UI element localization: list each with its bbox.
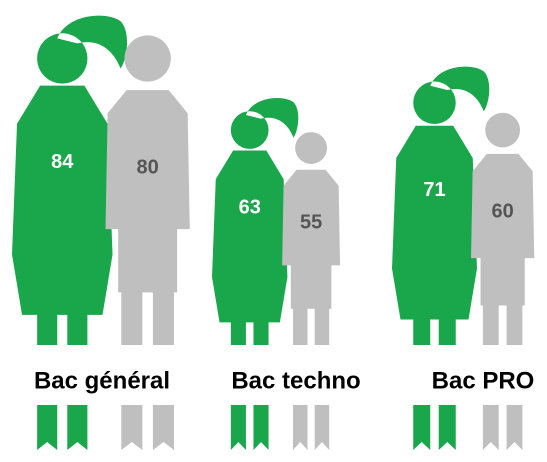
foot-decoration [253,405,268,450]
foot-decoration [483,405,499,450]
foot-decoration [315,405,329,450]
chart: Bac général 84 80 Bac techno 63 55 Bac PRO 71 60 [0,0,547,457]
foot-decoration [293,405,307,450]
category-label: Bac PRO [432,367,535,394]
boy-figure [282,132,340,345]
foot-decoration [507,405,523,450]
foot-decoration [37,405,57,450]
boy-figure [471,113,534,345]
foot-decoration [121,405,142,450]
foot-decoration [67,405,87,450]
page: Bac général 84 80 Bac techno 63 55 Bac PRO 71 60… [0,0,547,462]
value-label: 84 [51,151,74,173]
foot-decoration [231,405,246,450]
value-label: 55 [300,212,322,234]
value-label: 60 [492,201,514,223]
foot-decoration [413,405,430,450]
value-label: 63 [239,196,261,218]
boy-figure [106,35,190,345]
value-label: 80 [137,156,159,178]
foot-decoration [439,405,456,450]
category-label: Bac techno [231,367,360,394]
value-label: 71 [423,179,445,201]
category-label: Bac général [34,367,170,394]
foot-decoration [153,405,174,450]
